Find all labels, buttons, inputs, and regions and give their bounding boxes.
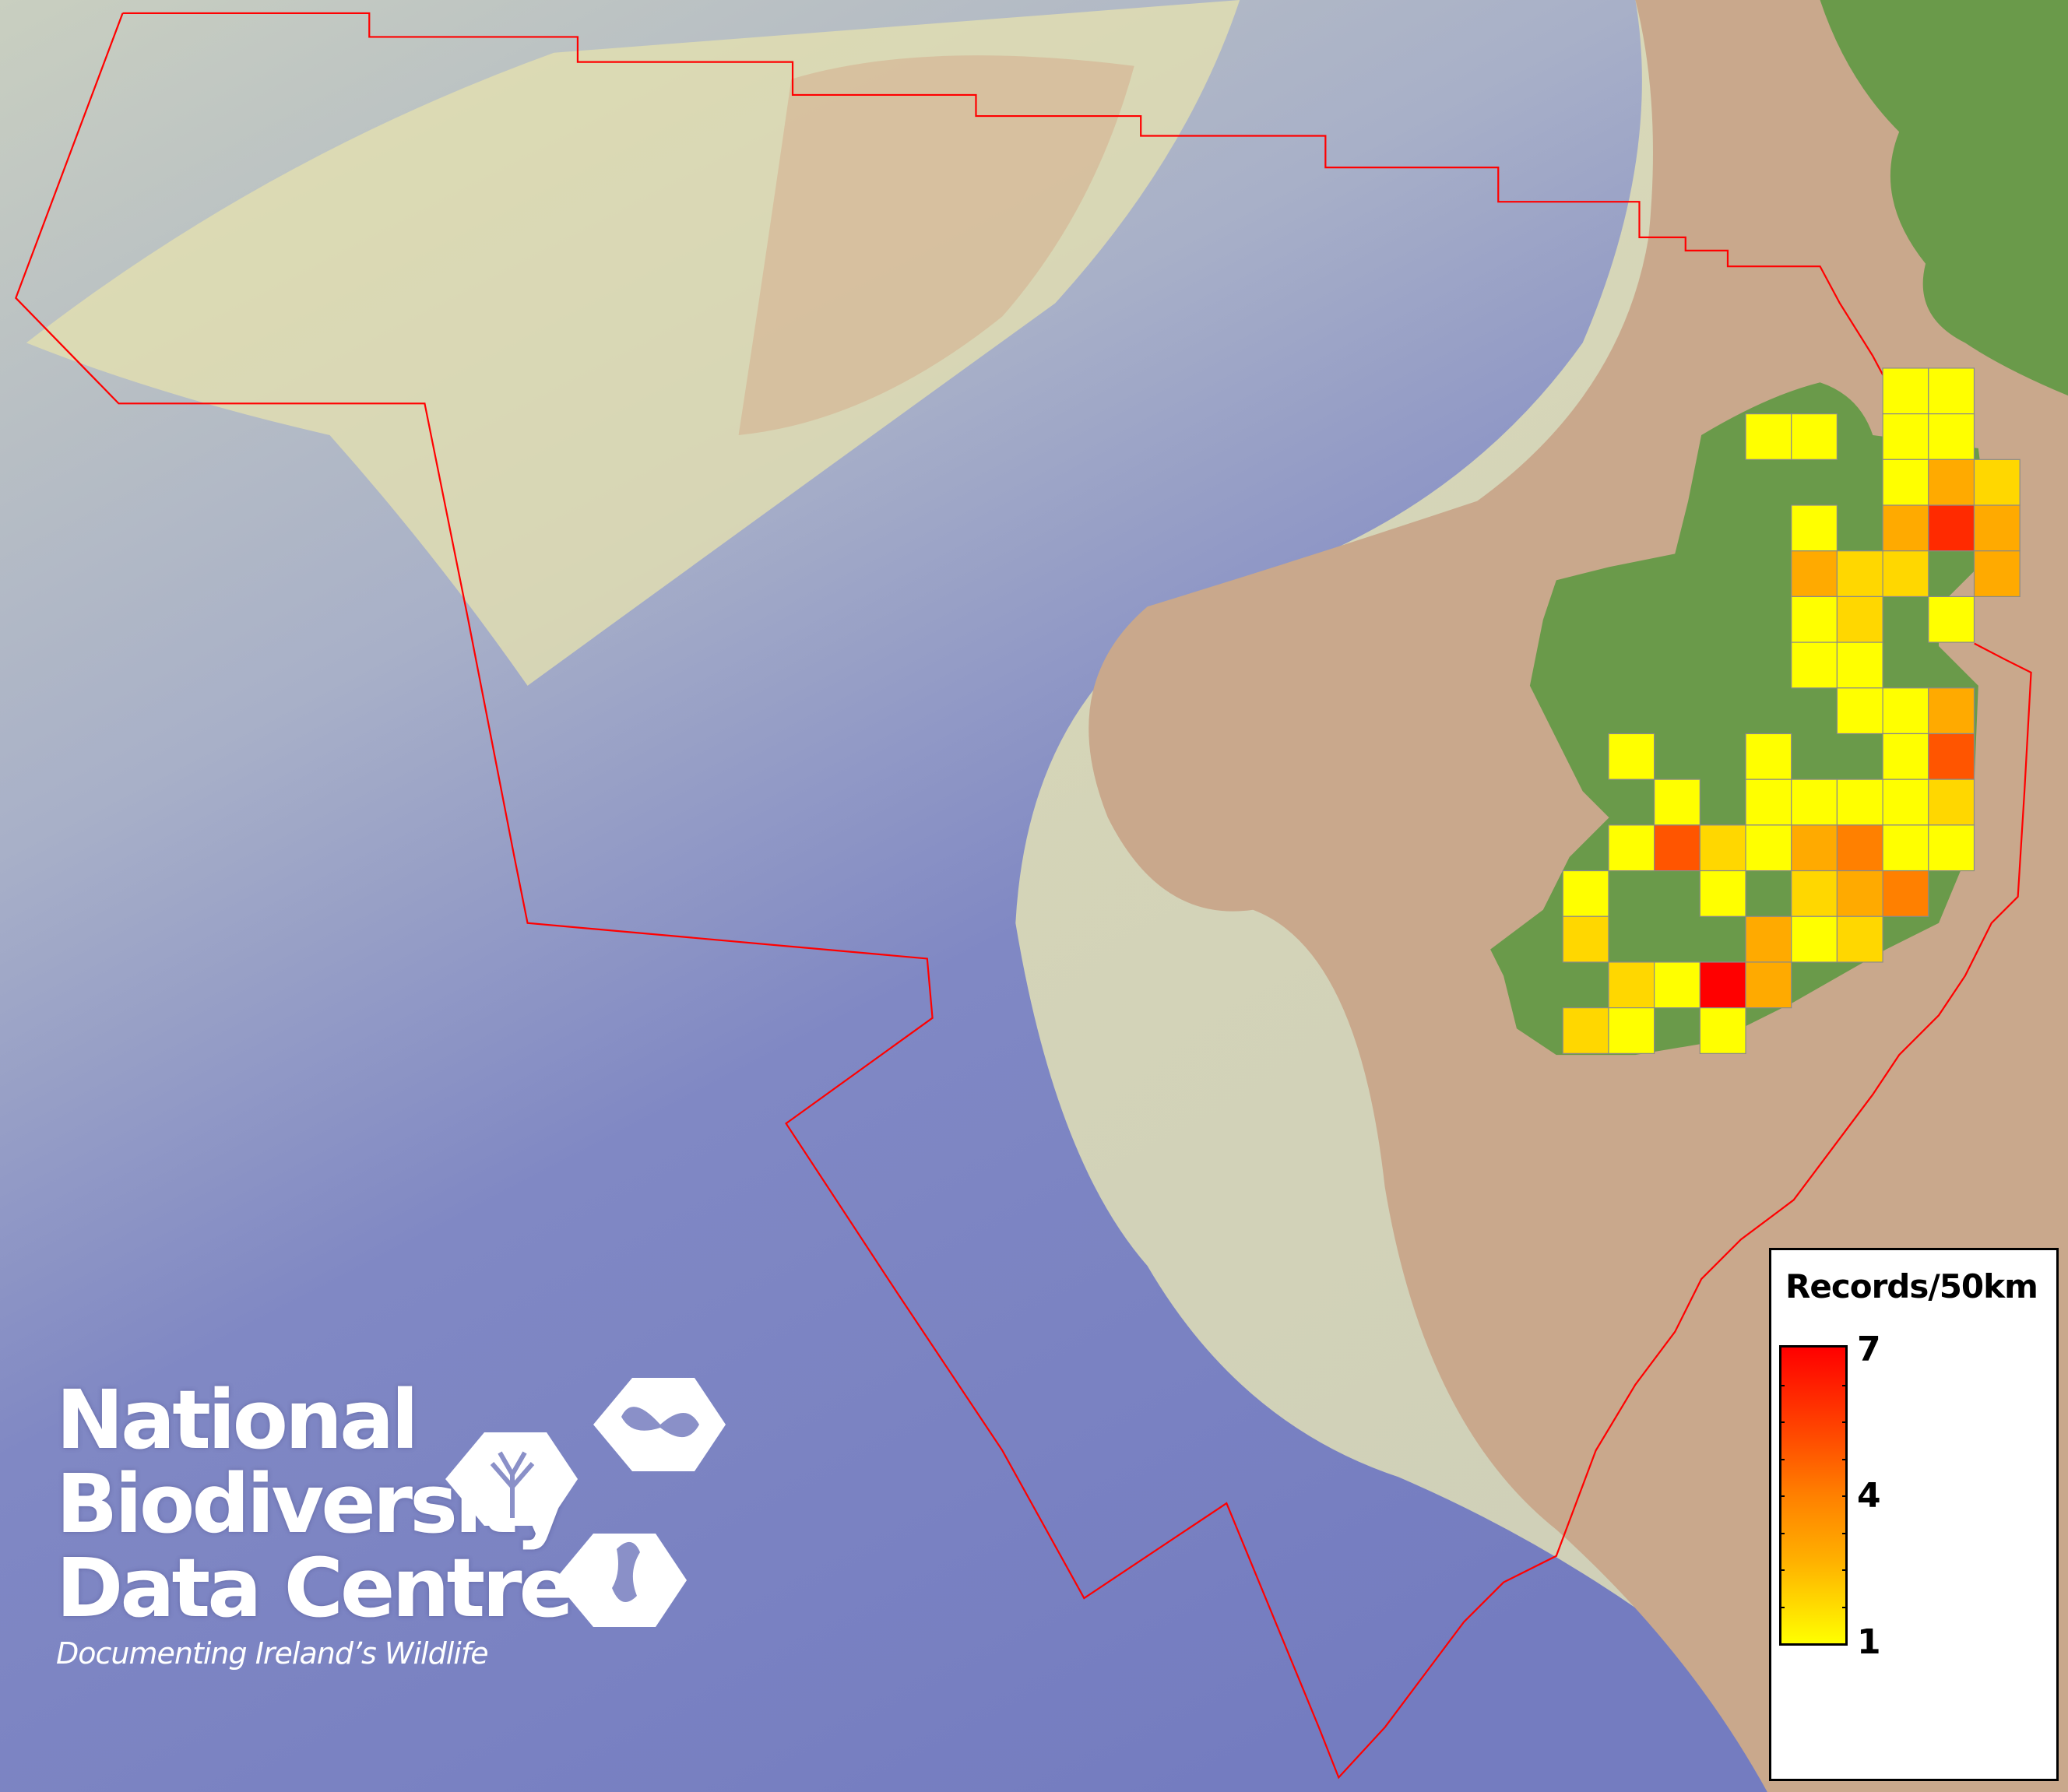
grid-cell[interactable] — [1928, 687, 1975, 735]
grid-cell[interactable] — [1882, 687, 1929, 735]
grid-cell[interactable] — [1882, 367, 1929, 415]
grid-cell[interactable] — [1928, 367, 1975, 415]
grid-cell[interactable] — [1791, 413, 1838, 460]
grid-cell[interactable] — [1882, 459, 1929, 506]
map-legend: Records/50km 7 4 1 — [1769, 1248, 2059, 1781]
grid-cell[interactable] — [1791, 870, 1838, 917]
logo-line-national: National — [56, 1372, 419, 1467]
grid-cell[interactable] — [1745, 915, 1792, 963]
legend-color-bar — [1779, 1345, 1848, 1646]
grid-cell[interactable] — [1928, 733, 1975, 780]
grid-cell[interactable] — [1562, 915, 1609, 963]
grid-cell[interactable] — [1836, 687, 1883, 735]
grid-cell[interactable] — [1791, 824, 1838, 872]
grid-cell[interactable] — [1791, 550, 1838, 597]
grid-cell[interactable] — [1836, 778, 1883, 826]
logo-hexagon-icons — [445, 1378, 726, 1627]
grid-cell[interactable] — [1745, 413, 1792, 460]
seahorse-glyph — [612, 1541, 640, 1602]
grid-cell[interactable] — [1836, 915, 1883, 963]
legend-min-label: 1 — [1857, 1622, 1881, 1662]
grid-cell[interactable] — [1699, 870, 1746, 917]
grid-cell[interactable] — [1928, 413, 1975, 460]
grid-cell[interactable] — [1791, 596, 1838, 643]
grid-cell[interactable] — [1791, 778, 1838, 826]
grid-cell[interactable] — [1654, 961, 1700, 1009]
legend-max-label: 7 — [1857, 1330, 1881, 1369]
grid-cell[interactable] — [1608, 961, 1655, 1009]
grid-cell[interactable] — [1882, 413, 1929, 460]
grid-cell[interactable] — [1791, 915, 1838, 963]
grid-cell[interactable] — [1882, 504, 1929, 552]
grid-cell[interactable] — [1745, 778, 1792, 826]
grid-cell[interactable] — [1699, 1007, 1746, 1054]
grid-cell[interactable] — [1654, 824, 1700, 872]
grid-cell[interactable] — [1608, 733, 1655, 780]
logo-tagline: Documenting Ireland’s Wildlife — [56, 1636, 489, 1671]
logo-line-data-centre: Data Centre — [56, 1541, 574, 1636]
eez-boundary-line — [15, 12, 2032, 1780]
nbdc-logo: National Biodiversity Data Centre Docume… — [56, 1372, 726, 1671]
records-grid — [1562, 367, 2021, 1054]
grid-cell[interactable] — [1882, 550, 1929, 597]
grid-cell[interactable] — [1745, 824, 1792, 872]
grid-cell[interactable] — [1836, 641, 1883, 689]
grid-cell[interactable] — [1836, 870, 1883, 917]
grid-cell[interactable] — [1699, 961, 1746, 1009]
grid-cell[interactable] — [1882, 733, 1929, 780]
grid-cell[interactable] — [1836, 550, 1883, 597]
grid-cell[interactable] — [1882, 824, 1929, 872]
grid-cell[interactable] — [1973, 504, 2021, 552]
grid-cell[interactable] — [1608, 824, 1655, 872]
grid-cell[interactable] — [1791, 504, 1838, 552]
grid-cell[interactable] — [1745, 961, 1792, 1009]
grid-cell[interactable] — [1928, 596, 1975, 643]
grid-cell[interactable] — [1836, 596, 1883, 643]
grid-cell[interactable] — [1928, 778, 1975, 826]
grid-cell[interactable] — [1882, 778, 1929, 826]
grid-cell[interactable] — [1608, 1007, 1655, 1054]
grid-cell[interactable] — [1562, 1007, 1609, 1054]
tree-glyph — [490, 1451, 535, 1518]
grid-cell[interactable] — [1791, 641, 1838, 689]
grid-cell[interactable] — [1654, 778, 1700, 826]
grid-cell[interactable] — [1928, 459, 1975, 506]
grid-cell[interactable] — [1928, 824, 1975, 872]
legend-title: Records/50km — [1785, 1267, 2038, 1305]
grid-cell[interactable] — [1928, 504, 1975, 552]
grid-cell[interactable] — [1973, 550, 2021, 597]
grid-cell[interactable] — [1836, 824, 1883, 872]
grid-cell[interactable] — [1745, 733, 1792, 780]
butterfly-glyph — [621, 1407, 699, 1438]
grid-cell[interactable] — [1699, 824, 1746, 872]
land-mask-upper — [738, 55, 1134, 435]
grid-cell[interactable] — [1973, 459, 2021, 506]
scotland-landmass — [1820, 0, 2068, 396]
grid-cell[interactable] — [1562, 870, 1609, 917]
grid-cell[interactable] — [1882, 870, 1929, 917]
legend-mid-label: 4 — [1857, 1476, 1881, 1516]
